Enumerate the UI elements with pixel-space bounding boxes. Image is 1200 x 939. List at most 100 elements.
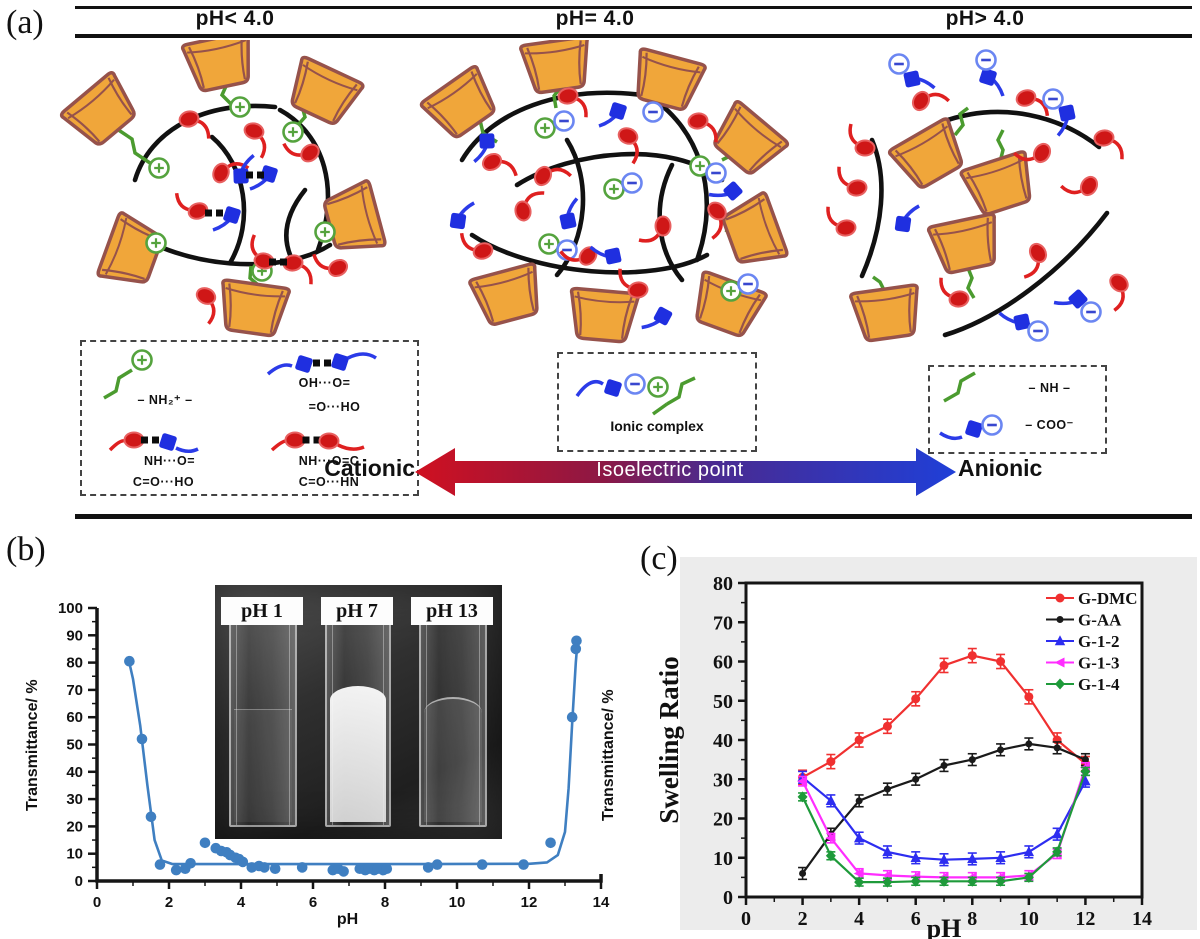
cuvette-ph7 [325,611,391,827]
series-g-1-4 [797,765,1091,888]
network-schematic [58,40,1137,345]
legend-amide-acid-bottom: C=O···HO [132,475,195,489]
network-ph-eq-4 [418,40,791,345]
y-axis-label-left: Transmittance/ % [24,679,41,811]
legend-amide-amide-top: NH···O=C [298,454,360,468]
ionic-complex-box: Ionic complex [557,352,757,452]
top-divider-lower [75,34,1192,38]
cuvette-photo-inset: pH 1 pH 7 pH 13 [215,585,502,839]
axes [738,581,1144,905]
panel-c: (c) 0 10 20 30 40 50 60 70 80 0 2 4 6 8 10 12 14 Swelling… [640,540,1200,939]
legend-nh2-label: – NH₂⁺ – [137,393,193,407]
svg-text:0: 0 [93,894,101,911]
panel-b: (b) 0 10 20 30 40 50 60 70 80 90 100 0 2 4 6 8 10 12 14 Tr… [0,525,640,939]
svg-text:70: 70 [66,682,83,699]
series-g-aa [798,737,1090,881]
legend-cooh-bottom: =O···HO [308,400,361,414]
chart-legend: G-DMC G-AA G-1-2 G-1-3 G-1-4 [1046,589,1137,694]
svg-text:60: 60 [66,709,83,726]
swelling-chart: 0 10 20 30 40 50 60 70 80 0 2 4 6 8 10 12 14 Swelling Rat… [654,573,1152,939]
svg-text:40: 40 [66,764,83,781]
svg-text:6: 6 [309,894,317,911]
anionic-label: Anionic [958,455,1043,481]
header-ph-lt-4: pH< 4.0 [195,7,275,30]
svg-text:60: 60 [713,652,733,674]
svg-text:10: 10 [449,894,466,911]
svg-text:G-DMC: G-DMC [1078,589,1137,608]
ionic-complex-label: Ionic complex [610,418,704,434]
svg-text:90: 90 [66,627,83,644]
x-axis-label: pH [927,914,962,939]
svg-text:40: 40 [713,730,733,752]
svg-text:6: 6 [911,908,921,930]
bottom-divider [75,514,1192,519]
scatter-points [124,635,582,877]
liquid-ph7 [330,686,386,822]
isoelectric-arrow [415,448,956,496]
species-legend-drawing [939,371,1003,441]
species-legend-box: – NH – – COO⁻ [928,365,1107,454]
svg-text:50: 50 [66,737,83,754]
legend-amide-acid-top: NH···O= [143,454,196,468]
svg-text:10: 10 [1019,908,1039,930]
species-nh-label: – NH – [1028,381,1071,395]
ionic-complex-drawing [575,373,696,416]
svg-text:G-1-3: G-1-3 [1078,654,1120,673]
header-ph-eq-4: pH= 4.0 [555,7,635,30]
svg-text:0: 0 [75,873,83,890]
cuvette-ph13 [419,611,487,827]
svg-text:4: 4 [854,908,864,930]
svg-text:2: 2 [798,908,808,930]
svg-text:20: 20 [713,809,733,831]
panel-a: (a) pH< 4.0 pH= 4.0 pH> 4.0 [6,4,1192,519]
legend-amide-amide-bottom: C=O···HN [298,475,360,489]
tick-labels: 0 10 20 30 40 50 60 70 80 90 100 0 2 4 6 8 10 12 14 [58,600,610,911]
svg-text:4: 4 [237,894,246,911]
y-axis-label: Swelling Ratio [654,656,684,823]
liquid-ph13 [424,697,482,822]
svg-text:30: 30 [66,791,83,808]
svg-text:20: 20 [66,818,83,835]
panel-c-label: (c) [640,540,678,577]
svg-text:8: 8 [381,894,389,911]
svg-text:G-AA: G-AA [1078,611,1122,630]
svg-text:8: 8 [967,908,977,930]
liquid-ph1 [234,708,292,822]
svg-text:10: 10 [66,846,83,863]
svg-text:100: 100 [58,600,83,617]
svg-text:2: 2 [165,894,173,911]
axes [88,606,603,889]
cuvette-ph1 [229,611,297,827]
svg-text:50: 50 [713,691,733,713]
legend-cooh-top: OH···O= [298,376,351,390]
y-axis-label-right: Transmittance/ % [600,689,617,821]
series-g-1-2 [797,770,1091,867]
interaction-legend-box: – NH₂⁺ – OH···O= =O···HO NH···O= C=O···H… [80,340,419,496]
network-ph-lt-4 [58,40,388,340]
svg-text:30: 30 [713,769,733,791]
isoelectric-point-label: Isoelectric point [596,459,744,481]
cationic-label: Cationic [324,455,415,481]
svg-text:80: 80 [713,573,733,595]
transmittance-chart: 0 10 20 30 40 50 60 70 80 90 100 0 2 4 6 8 10 12 14 [58,600,610,911]
top-divider-upper [75,6,1192,9]
species-coo-label: – COO⁻ [1025,418,1074,432]
svg-text:14: 14 [593,894,610,911]
inset-label-ph1: pH 1 [221,597,303,625]
svg-text:80: 80 [66,655,83,672]
svg-text:0: 0 [741,908,751,930]
x-axis-label: pH [336,911,359,928]
network-ph-gt-4 [825,49,1137,345]
header-ph-gt-4: pH> 4.0 [945,7,1025,30]
svg-text:12: 12 [521,894,538,911]
tick-labels: 0 10 20 30 40 50 60 70 80 0 2 4 6 8 10 12 14 [713,573,1152,930]
panel-b-label: (b) [6,531,46,568]
panel-a-label: (a) [6,4,44,41]
inset-label-ph13: pH 13 [411,597,493,625]
svg-text:10: 10 [713,848,733,870]
svg-text:0: 0 [723,887,733,909]
plot-frame [744,581,1144,899]
svg-text:70: 70 [713,612,733,634]
inset-label-ph7: pH 7 [321,597,393,625]
